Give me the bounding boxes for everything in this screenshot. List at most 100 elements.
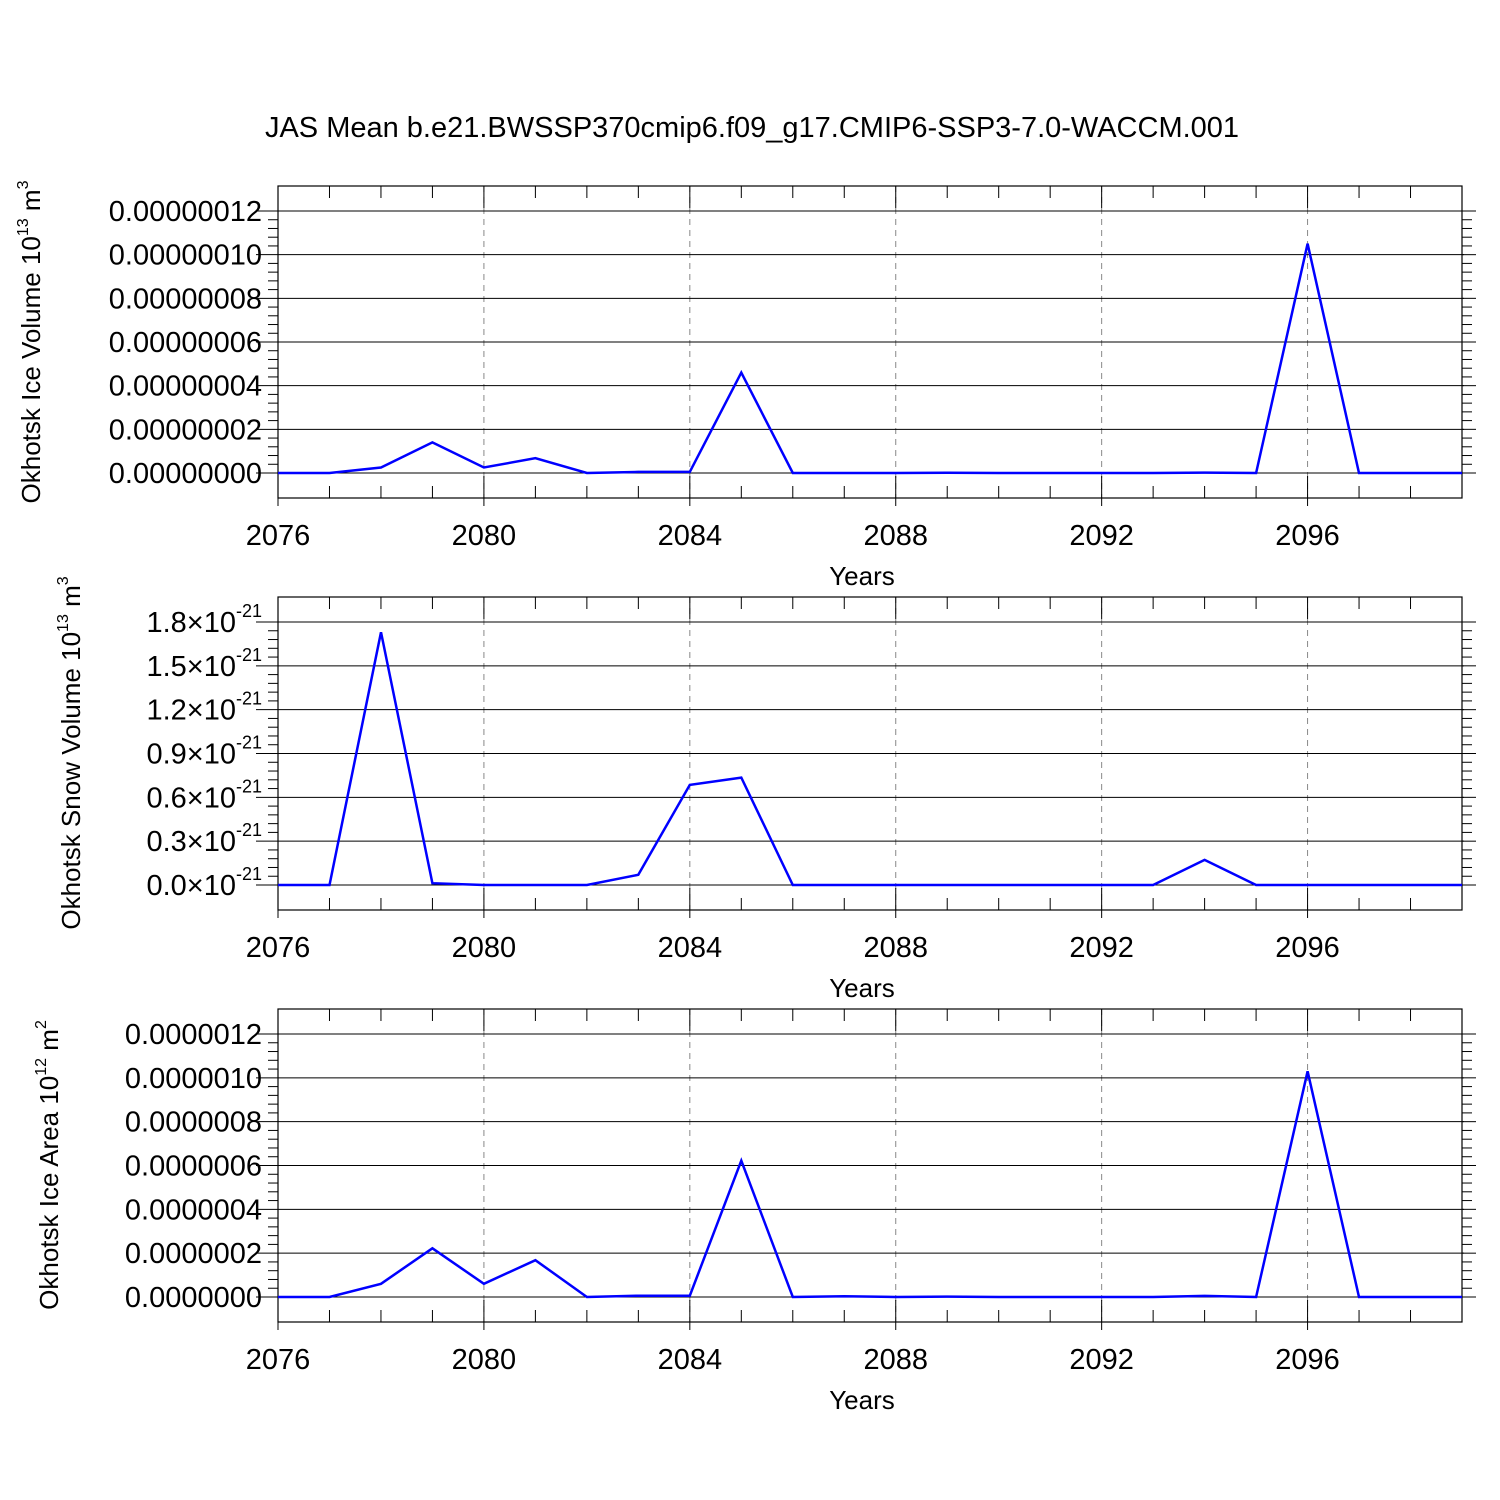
y-tick-exponent: -21	[236, 864, 262, 884]
y-tick-label: 0.0000000	[125, 1282, 262, 1314]
y-tick-mantissa: 1.8	[146, 607, 186, 639]
series-line	[278, 1071, 1462, 1299]
y-axis-label: Okhotsk Snow Volume 1013 m3	[55, 576, 86, 929]
y-tick-times: ×10	[187, 739, 236, 771]
y-tick-mantissa: 0.0000012	[125, 1019, 262, 1051]
y-tick-mantissa: 0.0000004	[125, 1194, 262, 1226]
y-tick-label: 0.00000000	[109, 458, 262, 490]
panels: 2076 2080 2084 2088 2092 2096 Years 0.00000000 0…	[15, 180, 1476, 1415]
x-tick-label: 2084	[658, 520, 723, 552]
y-tick-mantissa: 0.00000006	[109, 327, 262, 359]
y-tick-exponent: -21	[236, 645, 262, 665]
y-tick-label: 0.00000010	[109, 240, 262, 272]
y-tick-mantissa: 1.5	[146, 651, 186, 683]
y-tick-label: 0.9×10-21	[146, 733, 262, 771]
y-label-exp: 13	[15, 218, 32, 236]
y-tick-mantissa: 0.9	[146, 739, 186, 771]
y-tick-label: 0.3×10-21	[146, 820, 262, 858]
y-tick-label: 0.0×10-21	[146, 864, 262, 902]
x-tick-label: 2080	[452, 520, 517, 552]
y-tick-label: 0.0000008	[125, 1107, 262, 1139]
y-axis-label: Okhotsk Ice Area 1012 m2	[33, 1020, 64, 1310]
x-tick-label: 2092	[1069, 932, 1134, 964]
y-tick-label: 1.5×10-21	[146, 645, 262, 683]
panel-3: 2076 2080 2084 2088 2092 2096 Years 0.0000000 0.…	[33, 1008, 1476, 1415]
x-tick-label: 2092	[1069, 520, 1134, 552]
x-tick-label: 2080	[452, 1344, 517, 1376]
x-tick-label: 2080	[452, 932, 517, 964]
y-tick-mantissa: 0.00000010	[109, 240, 262, 272]
y-tick-label: 0.00000002	[109, 414, 262, 446]
y-tick-mantissa: 0.0000010	[125, 1063, 262, 1095]
y-tick-mantissa: 0.3	[146, 826, 186, 858]
y-tick-label: 0.0000010	[125, 1063, 262, 1095]
y-tick-mantissa: 0.00000004	[109, 371, 262, 403]
y-tick-times: ×10	[187, 826, 236, 858]
y-label-base: Okhotsk Snow Volume 10	[56, 632, 86, 930]
y-tick-exponent: -21	[236, 776, 262, 796]
y-tick-mantissa: 0.6	[146, 782, 186, 814]
y-tick-mantissa: 0.00000000	[109, 458, 262, 490]
y-tick-mantissa: 0.0000006	[125, 1151, 262, 1183]
x-axis-label: Years	[829, 973, 895, 1003]
y-tick-label: 1.8×10-21	[146, 601, 262, 639]
y-tick-exponent: -21	[236, 601, 262, 621]
y-tick-label: 0.00000006	[109, 327, 262, 359]
y-tick-mantissa: 0.0000000	[125, 1282, 262, 1314]
x-tick-label: 2088	[863, 1344, 928, 1376]
y-label-unit-exp: 3	[15, 180, 32, 189]
y-tick-mantissa: 0.0000002	[125, 1238, 262, 1270]
y-tick-times: ×10	[187, 782, 236, 814]
y-label-unit: m	[16, 189, 46, 218]
y-label-exp: 13	[55, 614, 72, 632]
y-tick-label: 0.00000004	[109, 371, 262, 403]
y-tick-times: ×10	[187, 695, 236, 727]
x-axis-label: Years	[829, 1385, 895, 1415]
y-tick-label: 0.00000008	[109, 283, 262, 315]
y-tick-mantissa: 1.2	[146, 695, 186, 727]
x-tick-label: 2088	[863, 520, 928, 552]
y-tick-label: 0.0000002	[125, 1238, 262, 1270]
y-tick-label: 0.00000012	[109, 196, 262, 228]
y-label-base: Okhotsk Ice Volume 10	[16, 236, 46, 503]
series-line	[278, 243, 1462, 475]
y-label-base: Okhotsk Ice Area 10	[34, 1076, 64, 1310]
y-tick-mantissa: 0.00000008	[109, 283, 262, 315]
y-tick-times: ×10	[187, 870, 236, 902]
x-tick-label: 2084	[658, 932, 723, 964]
x-tick-label: 2096	[1275, 1344, 1340, 1376]
y-label-exp: 12	[33, 1058, 50, 1076]
y-tick-mantissa: 0.00000002	[109, 414, 262, 446]
y-tick-mantissa: 0.00000012	[109, 196, 262, 228]
x-tick-label: 2076	[246, 1344, 311, 1376]
y-label-unit: m	[56, 585, 86, 614]
y-label-unit-exp: 3	[55, 576, 72, 585]
x-tick-label: 2076	[246, 932, 311, 964]
figure-title: JAS Mean b.e21.BWSSP370cmip6.f09_g17.CMI…	[265, 112, 1239, 144]
panel-2: 2076 2080 2084 2088 2092 2096Years0.0×10-210.…	[55, 576, 1476, 1003]
y-tick-exponent: -21	[236, 689, 262, 709]
y-tick-mantissa: 0.0	[146, 870, 186, 902]
x-tick-label: 2092	[1069, 1344, 1134, 1376]
x-tick-label: 2084	[658, 1344, 723, 1376]
y-label-unit: m	[34, 1029, 64, 1058]
x-tick-label: 2088	[863, 932, 928, 964]
y-tick-label: 0.0000006	[125, 1151, 262, 1183]
series-line	[278, 631, 1462, 887]
y-tick-label: 0.0000004	[125, 1194, 262, 1226]
y-tick-times: ×10	[187, 651, 236, 683]
x-axis-label: Years	[829, 561, 895, 591]
x-tick-label: 2096	[1275, 932, 1340, 964]
y-tick-times: ×10	[187, 607, 236, 639]
y-tick-label: 0.6×10-21	[146, 776, 262, 814]
y-tick-exponent: -21	[236, 733, 262, 753]
y-label-unit-exp: 2	[33, 1020, 50, 1029]
y-tick-label: 1.2×10-21	[146, 689, 262, 727]
y-tick-exponent: -21	[236, 820, 262, 840]
panel-1: 2076 2080 2084 2088 2092 2096 Years 0.00000000 0…	[15, 180, 1476, 591]
y-tick-label: 0.0000012	[125, 1019, 262, 1051]
x-tick-label: 2096	[1275, 520, 1340, 552]
x-tick-label: 2076	[246, 520, 311, 552]
y-tick-mantissa: 0.0000008	[125, 1107, 262, 1139]
